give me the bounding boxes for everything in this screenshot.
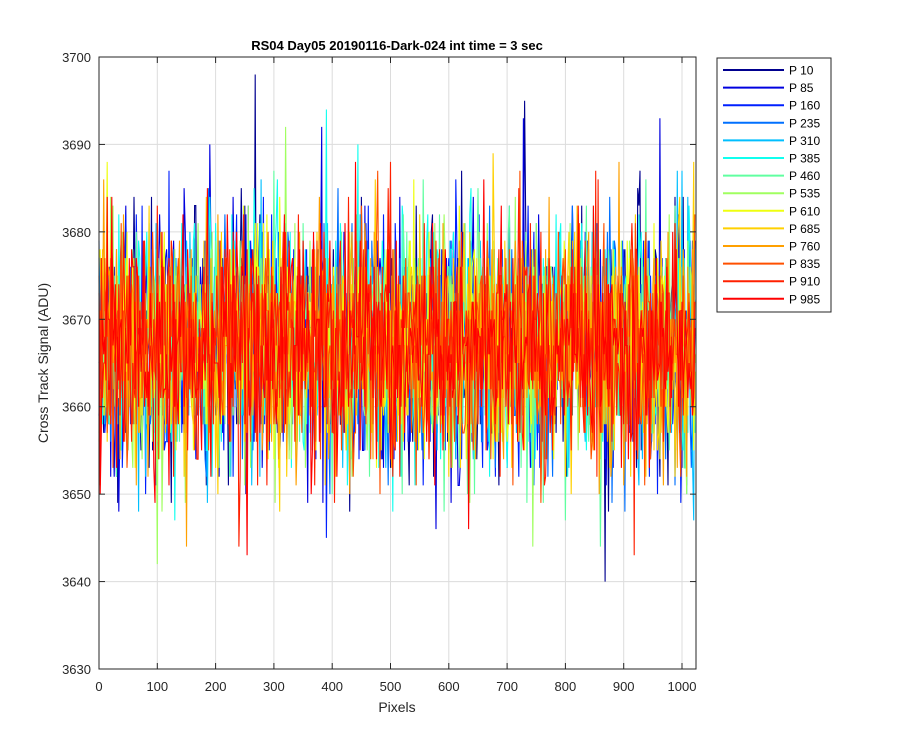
x-tick-label: 600	[438, 679, 460, 694]
legend-label: P 685	[789, 222, 820, 236]
tick-label-layer: 0 100 200 300 400 500 600 700 800 900 1000 3630 3640…	[62, 50, 696, 694]
tick-layer	[98, 56, 696, 670]
series-layer	[98, 74, 696, 582]
legend-label: P 835	[789, 257, 820, 271]
legend-label: P 310	[789, 134, 820, 148]
x-tick-label: 0	[95, 679, 102, 694]
legend-label: P 160	[789, 99, 820, 113]
legend: P 10 P 85 P 160 P 235 P 310 P 385 P 460 P 535 P …	[716, 57, 832, 313]
legend-label: P 85	[789, 81, 814, 95]
x-axis-label: Pixels	[378, 699, 415, 715]
y-tick-label: 3650	[62, 487, 91, 502]
x-tick-label: 100	[146, 679, 168, 694]
legend-label: P 235	[789, 116, 820, 130]
y-tick-label: 3690	[62, 137, 91, 152]
y-tick-label: 3700	[62, 50, 91, 65]
y-tick-label: 3670	[62, 312, 91, 327]
x-tick-label: 400	[321, 679, 343, 694]
legend-label: P 910	[789, 275, 820, 289]
legend-label: P 385	[789, 152, 820, 166]
legend-box	[716, 57, 832, 313]
chart-title: RS04 Day05 20190116-Dark-024 int time = …	[251, 38, 543, 53]
x-tick-label: 300	[263, 679, 285, 694]
x-tick-label: 700	[496, 679, 518, 694]
x-tick-label: 500	[380, 679, 402, 694]
x-tick-label: 800	[555, 679, 577, 694]
legend-label: P 760	[789, 240, 820, 254]
legend-label: P 985	[789, 292, 820, 306]
legend-label: P 10	[789, 64, 814, 78]
legend-label: P 535	[789, 187, 820, 201]
y-tick-label: 3640	[62, 575, 91, 590]
y-tick-label: 3630	[62, 662, 91, 677]
series-line-p-985	[98, 161, 696, 556]
legend-label: P 610	[789, 204, 820, 218]
legend-items: P 10 P 85 P 160 P 235 P 310 P 385 P 460 P 535 P …	[723, 64, 820, 306]
x-tick-label: 900	[613, 679, 635, 694]
x-tick-label: 1000	[668, 679, 697, 694]
x-tick-label: 200	[205, 679, 227, 694]
legend-label: P 460	[789, 169, 820, 183]
y-tick-label: 3660	[62, 400, 91, 415]
y-tick-label: 3680	[62, 225, 91, 240]
axes-box	[98, 56, 697, 670]
y-axis-label: Cross Track Signal (ADU)	[35, 283, 51, 443]
